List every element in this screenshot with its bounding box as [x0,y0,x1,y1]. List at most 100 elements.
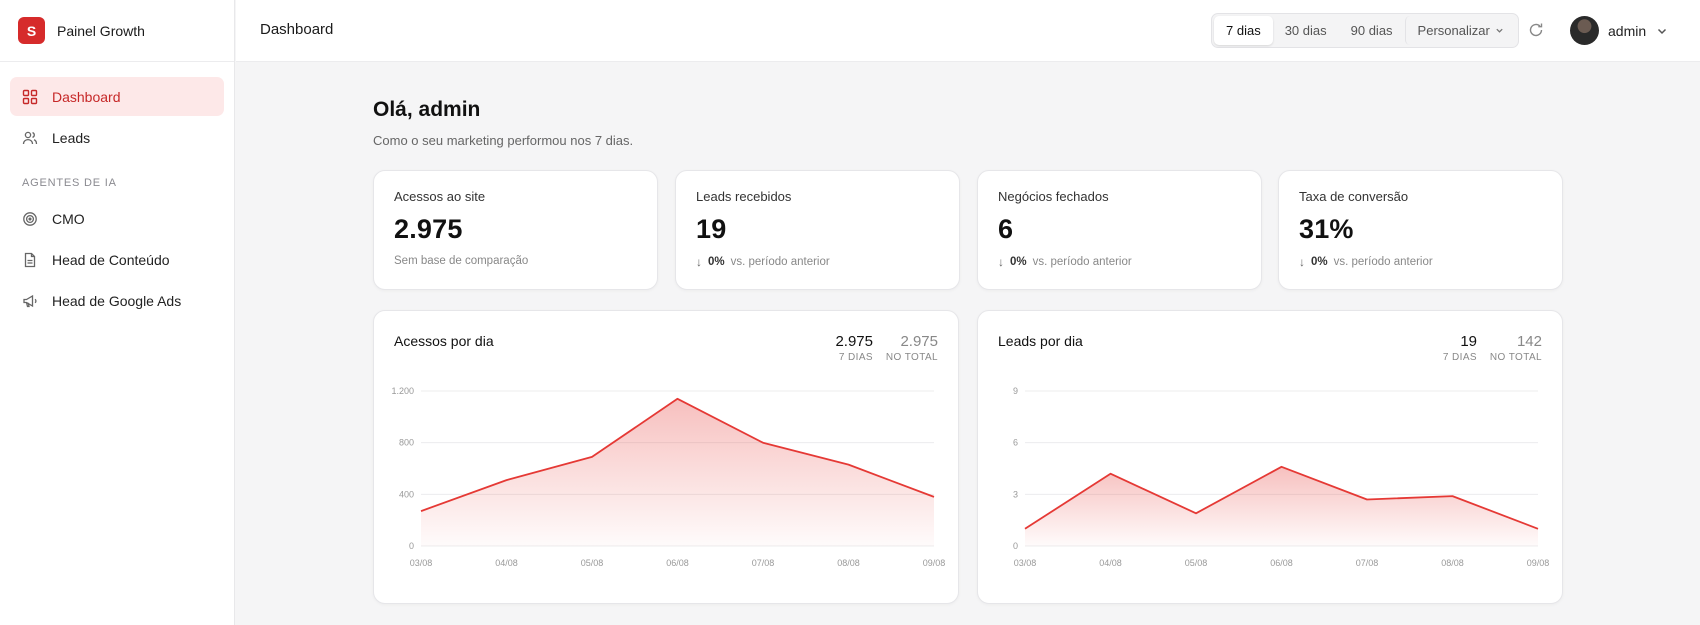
chart-summary-label: 7 DIAS [1442,352,1477,363]
document-icon [22,252,38,268]
chart-summary-7-days: 2.975 7 DIAS [835,333,873,363]
series-line [420,397,935,512]
data-point [1536,527,1540,531]
page-title: Dashboard [260,21,334,38]
x-tick-label: 03/08 [410,558,433,568]
user-menu[interactable]: admin [1570,16,1668,45]
x-tick-label: 08/08 [1441,558,1464,568]
stat-change-label: vs. período anterior [1032,256,1132,268]
x-tick-label: 06/08 [1270,558,1293,568]
chart-title: Acessos por dia [394,333,494,349]
sidebar-item-head-google-ads[interactable]: Head de Google Ads [10,281,224,320]
data-point [590,455,594,459]
chart-summary-label: NO TOTAL [1489,352,1542,363]
x-tick-label: 05/08 [1185,558,1208,568]
chart-summary-value: 142 [1516,333,1542,350]
chart-summary-total: 2.975 NO TOTAL [886,333,938,363]
brand-logo: S [18,17,45,44]
stat-value: 19 [696,214,727,244]
users-icon [22,130,38,146]
user-name: admin [1608,22,1647,39]
data-point [505,478,509,482]
x-tick-label: 07/08 [1356,558,1379,568]
x-tick-label: 08/08 [837,558,860,568]
chart-summary-value: 2.975 [835,333,873,350]
y-tick-label: 0 [409,541,414,551]
x-tick-label: 04/08 [495,558,518,568]
sidebar-item-label: CMO [52,210,85,227]
range-custom-label: Personalizar [1417,23,1490,38]
sidebar-section-label: AGENTES DE IA [22,177,117,189]
chart-card-visits: Acessos por dia 2.975 7 DIAS 2.975 NO TO… [373,310,959,604]
x-tick-label: 09/08 [1527,558,1550,568]
y-tick-label: 6 [1013,438,1018,448]
target-icon [22,211,38,227]
brand[interactable]: S Painel Growth [0,0,234,62]
stat-card-site-visits: Acessos ao site 2.975 Sem base de compar… [373,170,658,290]
subtitle: Como o seu marketing performou nos 7 dia… [373,133,634,148]
y-tick-label: 800 [399,438,414,448]
chart-summary-total: 142 NO TOTAL [1490,333,1542,363]
megaphone-icon [22,293,38,309]
greeting: Olá, admin [373,98,481,121]
stat-value: 2.975 [394,214,463,244]
chart-summary-7-days: 19 7 DIAS [1443,333,1477,363]
sidebar-item-cmo[interactable]: CMO [10,199,224,238]
data-point [1451,494,1455,498]
y-tick-label: 9 [1013,386,1018,396]
y-tick-label: 1.200 [391,386,414,396]
data-point [1194,511,1198,515]
stat-value: 6 [998,214,1014,244]
stat-label: Negócios fechados [998,189,1109,204]
data-point [847,463,851,467]
data-point [676,397,680,401]
visits-area-chart: 0 400 800 1.200 03/08 04/08 05/08 06/08 07/08 08/… [391,386,946,568]
leads-area-chart: 0 3 6 9 03/08 04/08 05/08 06/08 07/08 08/08 09/08 [1013,386,1550,568]
stat-change: 0% [708,256,725,268]
data-point [932,495,936,499]
arrow-down-icon: ↓ [1299,255,1305,269]
avatar [1570,16,1599,45]
area-fill [1025,466,1538,546]
sidebar-item-dashboard[interactable]: Dashboard [10,77,224,116]
x-tick-label: 07/08 [752,558,775,568]
range-30-days-button[interactable]: 30 dias [1284,23,1327,38]
stat-foot: ↓ 0% vs. período anterior [998,255,1241,269]
range-7-days-button[interactable]: 7 dias [1214,16,1273,45]
stat-card-deals: Negócios fechados 6 ↓ 0% vs. período ant… [977,170,1262,290]
sidebar-item-label: Leads [52,129,91,146]
x-tick-label: 03/08 [1014,558,1037,568]
chevron-down-icon [1658,28,1667,34]
stat-change-label: vs. período anterior [1333,256,1433,268]
date-range-selector: 7 dias 30 dias 90 dias Personalizar [1211,13,1519,48]
brand-name: Painel Growth [57,22,145,39]
stat-change-label: vs. período anterior [730,256,830,268]
x-tick-label: 06/08 [666,558,689,568]
chevron-down-icon [1496,28,1503,33]
stat-change: 0% [1010,256,1027,268]
data-point [761,441,765,445]
sidebar-item-label: Head de Google Ads [52,292,182,309]
sidebar-item-head-conteudo[interactable]: Head de Conteúdo [10,240,224,279]
sidebar-item-leads[interactable]: Leads [10,118,224,157]
chart-summary-label: 7 DIAS [838,352,873,363]
stat-card-leads: Leads recebidos 19 ↓ 0% vs. período ante… [675,170,960,290]
x-tick-label: 09/08 [923,558,946,568]
arrow-down-icon: ↓ [998,255,1004,269]
arrow-down-icon: ↓ [696,255,702,269]
sidebar: S Painel Growth Dashboard Leads AGENTES … [0,0,235,625]
refresh-icon[interactable] [1526,20,1546,40]
sidebar-item-label: Head de Conteúdo [52,251,170,268]
range-custom-button[interactable]: Personalizar [1404,16,1516,45]
chart-card-leads: Leads por dia 19 7 DIAS 142 NO TOTAL 0 3 6… [977,310,1563,604]
stat-label: Leads recebidos [696,189,792,204]
chart-summary-label: NO TOTAL [885,352,938,363]
stat-foot: ↓ 0% vs. período anterior [1299,255,1542,269]
chart-summary-value: 19 [1460,333,1477,350]
range-90-days-button[interactable]: 90 dias [1350,23,1393,38]
grid-icon [22,89,38,105]
sidebar-item-label: Dashboard [52,88,121,105]
data-point [419,509,423,513]
data-point [1280,465,1284,469]
x-tick-label: 04/08 [1099,558,1122,568]
